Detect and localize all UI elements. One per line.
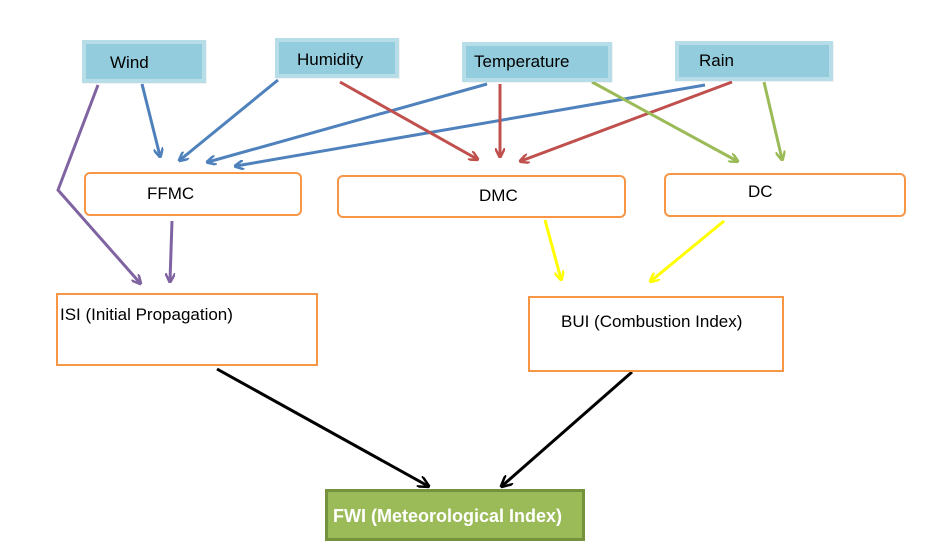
dmc-label: DMC: [479, 186, 518, 205]
rain-label: Rain: [699, 51, 734, 70]
bui-label: BUI (Combustion Index): [561, 312, 743, 331]
arrow-temperature-to-dc: [591, 80, 737, 161]
arrow-dmc-to-bui: [543, 219, 561, 279]
humidity-label: Humidity: [297, 50, 364, 69]
fwi-node: FWI (Meteorological Index): [325, 489, 585, 541]
temperature-node: Temperature: [462, 42, 612, 82]
ffmc-node: FFMC: [84, 172, 302, 216]
arrow-temperature-to-ffmc: [208, 82, 488, 162]
fwi-label: FWI (Meteorological Index): [333, 506, 563, 526]
arrow-dc-to-bui: [651, 219, 725, 281]
temperature-label: Temperature: [474, 52, 570, 71]
dmc-node: DMC: [337, 175, 626, 218]
arrow-wind-to-ffmc: [140, 83, 160, 156]
dc-label: DC: [748, 182, 773, 201]
bui-node: BUI (Combustion Index): [528, 296, 784, 372]
wind-node: Wind: [82, 40, 206, 83]
arrow-ffmc-to-isi: [170, 220, 172, 281]
humidity-node: Humidity: [275, 38, 399, 78]
isi-label: ISI (Initial Propagation): [60, 305, 233, 324]
arrow-rain-to-dmc: [521, 80, 733, 161]
dc-node: DC: [664, 173, 906, 217]
arrow-wind-to-isi: [56, 84, 140, 283]
wind-label: Wind: [110, 53, 149, 72]
rain-node: Rain: [675, 41, 833, 81]
arrow-rain-to-dc: [762, 81, 782, 159]
isi-node: ISI (Initial Propagation): [56, 293, 318, 366]
arrow-isi-to-fwi: [216, 367, 428, 486]
arrow-bui-to-fwi: [502, 370, 633, 486]
arrow-humidity-to-ffmc: [180, 78, 279, 160]
arrow-rain-to-ffmc: [236, 83, 706, 166]
arrow-humidity-to-dmc: [339, 80, 477, 159]
ffmc-label: FFMC: [147, 184, 195, 203]
